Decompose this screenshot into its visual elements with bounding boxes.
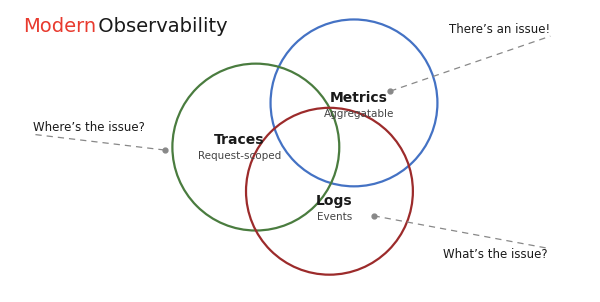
Text: Observability: Observability: [92, 17, 227, 36]
Text: Request-scoped: Request-scoped: [197, 151, 281, 161]
Text: Events: Events: [317, 212, 352, 222]
Text: Aggregatable: Aggregatable: [324, 109, 394, 119]
Text: Logs: Logs: [316, 194, 353, 208]
Text: Modern: Modern: [23, 17, 97, 36]
Text: Metrics: Metrics: [330, 91, 388, 105]
Text: What’s the issue?: What’s the issue?: [443, 248, 547, 261]
Text: There’s an issue!: There’s an issue!: [449, 23, 550, 36]
Text: Where’s the issue?: Where’s the issue?: [33, 121, 145, 134]
Text: Traces: Traces: [214, 133, 265, 147]
